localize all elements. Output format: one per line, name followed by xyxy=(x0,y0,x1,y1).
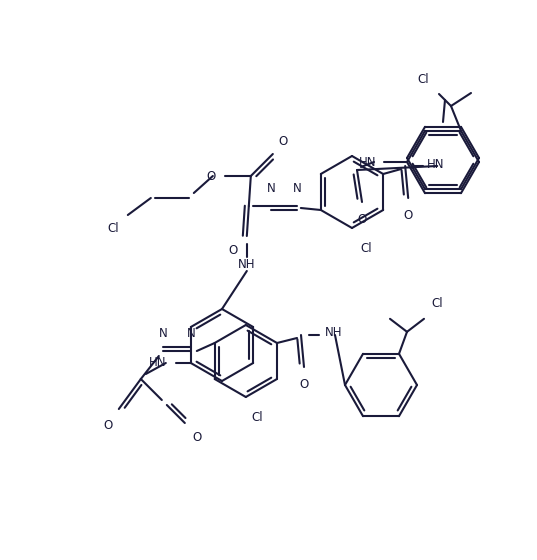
Text: O: O xyxy=(279,135,288,148)
Text: O: O xyxy=(403,209,413,222)
Text: NH: NH xyxy=(325,326,343,339)
Text: HN: HN xyxy=(427,157,445,170)
Text: O: O xyxy=(207,170,216,183)
Text: Cl: Cl xyxy=(431,297,442,310)
Text: NH: NH xyxy=(238,258,256,270)
Text: Cl: Cl xyxy=(252,411,264,424)
Text: O: O xyxy=(299,378,309,391)
Text: Cl: Cl xyxy=(107,222,119,235)
Text: N: N xyxy=(266,182,275,195)
Text: O: O xyxy=(229,244,238,257)
Text: Cl: Cl xyxy=(360,242,372,255)
Text: Cl: Cl xyxy=(417,73,429,86)
Text: N: N xyxy=(158,327,167,340)
Text: O: O xyxy=(358,213,367,226)
Text: N: N xyxy=(186,327,195,340)
Text: N: N xyxy=(293,182,301,195)
Text: HN: HN xyxy=(359,156,376,169)
Text: HN: HN xyxy=(149,357,167,370)
Text: O: O xyxy=(193,431,202,444)
Text: O: O xyxy=(104,419,113,432)
